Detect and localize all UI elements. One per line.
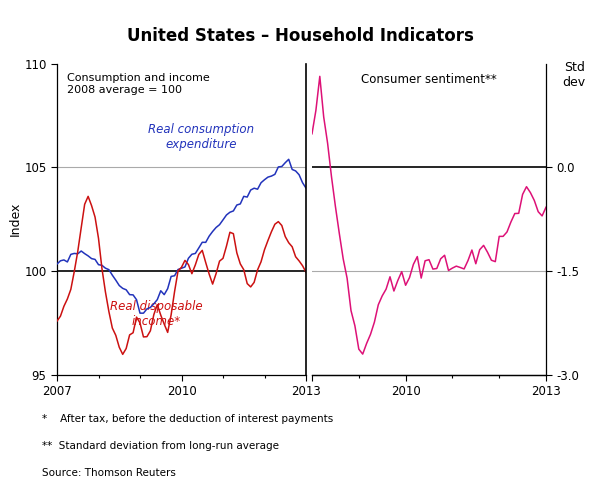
Text: *    After tax, before the deduction of interest payments: * After tax, before the deduction of int… <box>42 414 333 424</box>
Text: **  Standard deviation from long-run average: ** Standard deviation from long-run aver… <box>42 441 279 451</box>
Text: Real disposable
income*: Real disposable income* <box>110 300 203 328</box>
Text: Std
dev: Std dev <box>562 61 585 89</box>
Text: Source: Thomson Reuters: Source: Thomson Reuters <box>42 468 176 478</box>
Text: Consumer sentiment**: Consumer sentiment** <box>361 73 497 86</box>
Text: Real consumption
expenditure: Real consumption expenditure <box>148 123 254 151</box>
Y-axis label: Index: Index <box>8 202 22 237</box>
Text: Consumption and income
2008 average = 100: Consumption and income 2008 average = 10… <box>67 73 210 95</box>
Text: United States – Household Indicators: United States – Household Indicators <box>127 27 473 45</box>
